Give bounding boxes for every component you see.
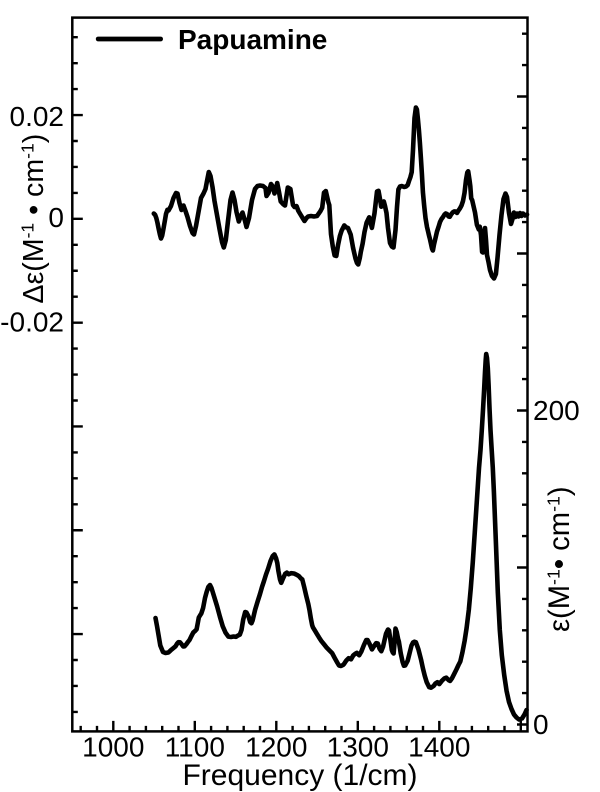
svg-text:0.02: 0.02 (10, 101, 65, 132)
svg-text:1200: 1200 (245, 732, 307, 763)
svg-text:Δε(M-1 • cm-1): Δε(M-1 • cm-1) (17, 134, 50, 304)
svg-text:Frequency (1/cm): Frequency (1/cm) (182, 759, 417, 792)
svg-text:1100: 1100 (165, 732, 225, 763)
svg-text:Papuamine: Papuamine (178, 24, 327, 55)
svg-text:1400: 1400 (408, 732, 470, 763)
svg-text:ε(M-1• cm-1): ε(M-1• cm-1) (543, 486, 576, 632)
svg-text:-0.02: -0.02 (0, 307, 64, 338)
svg-text:0: 0 (533, 709, 549, 740)
svg-text:0: 0 (48, 202, 64, 233)
svg-text:1300: 1300 (327, 732, 389, 763)
svg-text:1000: 1000 (82, 732, 144, 763)
svg-text:200: 200 (533, 395, 580, 426)
